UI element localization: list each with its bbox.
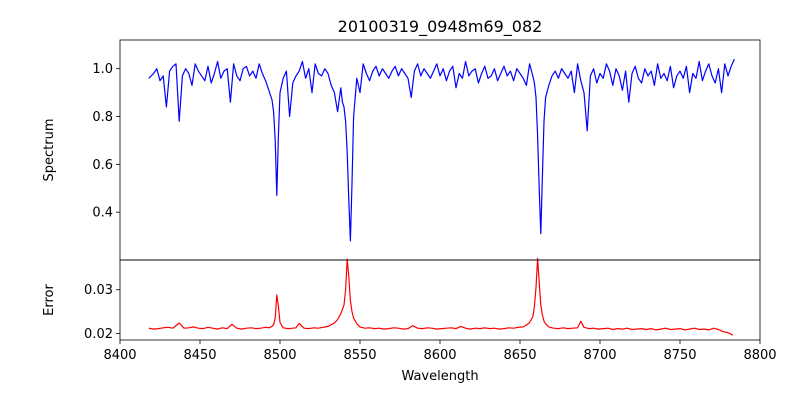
spectrum-ytick-label: 1.0	[92, 62, 113, 77]
xtick-label: 8450	[183, 348, 216, 363]
spectrum-ytick-label: 0.8	[92, 110, 113, 125]
xtick-label: 8650	[503, 348, 536, 363]
spectrum-ytick-label: 0.4	[92, 206, 113, 221]
x-axis-label: Wavelength	[401, 369, 478, 384]
xtick-label: 8800	[743, 348, 776, 363]
chart-title: 20100319_0948m69_082	[338, 17, 543, 37]
panel-1-ylabel: Error	[42, 284, 57, 316]
error-line	[148, 257, 734, 336]
xtick-label: 8500	[263, 348, 296, 363]
xtick-label: 8700	[583, 348, 616, 363]
error-ytick-label: 0.03	[84, 283, 113, 298]
spectrum-panel: 0.4 0.6 0.8 1.0	[92, 39, 761, 261]
xtick-label: 8550	[343, 348, 376, 363]
panel-0-ylabel: Spectrum	[42, 119, 57, 182]
xtick-label: 8600	[423, 348, 456, 363]
error-panel: 0.02 0.03 8400 8450 8500 8550 8600 8650 8700 8750…	[84, 257, 777, 363]
spectrum-ytick-label: 0.6	[92, 158, 113, 173]
xtick-label: 8750	[663, 348, 696, 363]
error-ytick-label: 0.02	[84, 327, 113, 342]
xtick-label: 8400	[103, 348, 136, 363]
spectrum-line	[148, 58, 735, 242]
